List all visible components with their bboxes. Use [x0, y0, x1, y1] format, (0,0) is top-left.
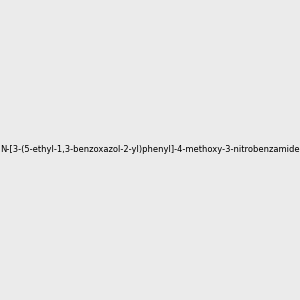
Text: N-[3-(5-ethyl-1,3-benzoxazol-2-yl)phenyl]-4-methoxy-3-nitrobenzamide: N-[3-(5-ethyl-1,3-benzoxazol-2-yl)phenyl…	[0, 146, 300, 154]
